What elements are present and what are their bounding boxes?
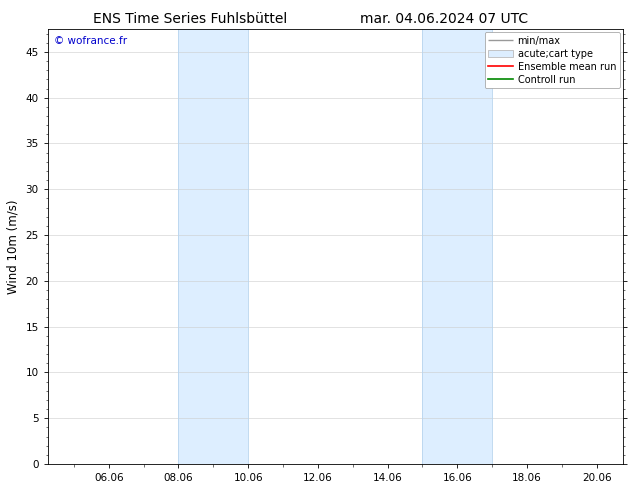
Y-axis label: Wind 10m (m/s): Wind 10m (m/s)	[7, 199, 20, 294]
Legend: min/max, acute;cart type, Ensemble mean run, Controll run: min/max, acute;cart type, Ensemble mean …	[484, 32, 620, 88]
Bar	[179, 29, 248, 464]
Text: mar. 04.06.2024 07 UTC: mar. 04.06.2024 07 UTC	[359, 12, 528, 26]
Text: ENS Time Series Fuhlsbüttel: ENS Time Series Fuhlsbüttel	[93, 12, 287, 26]
Text: © wofrance.fr: © wofrance.fr	[53, 35, 127, 46]
Bar	[422, 29, 492, 464]
